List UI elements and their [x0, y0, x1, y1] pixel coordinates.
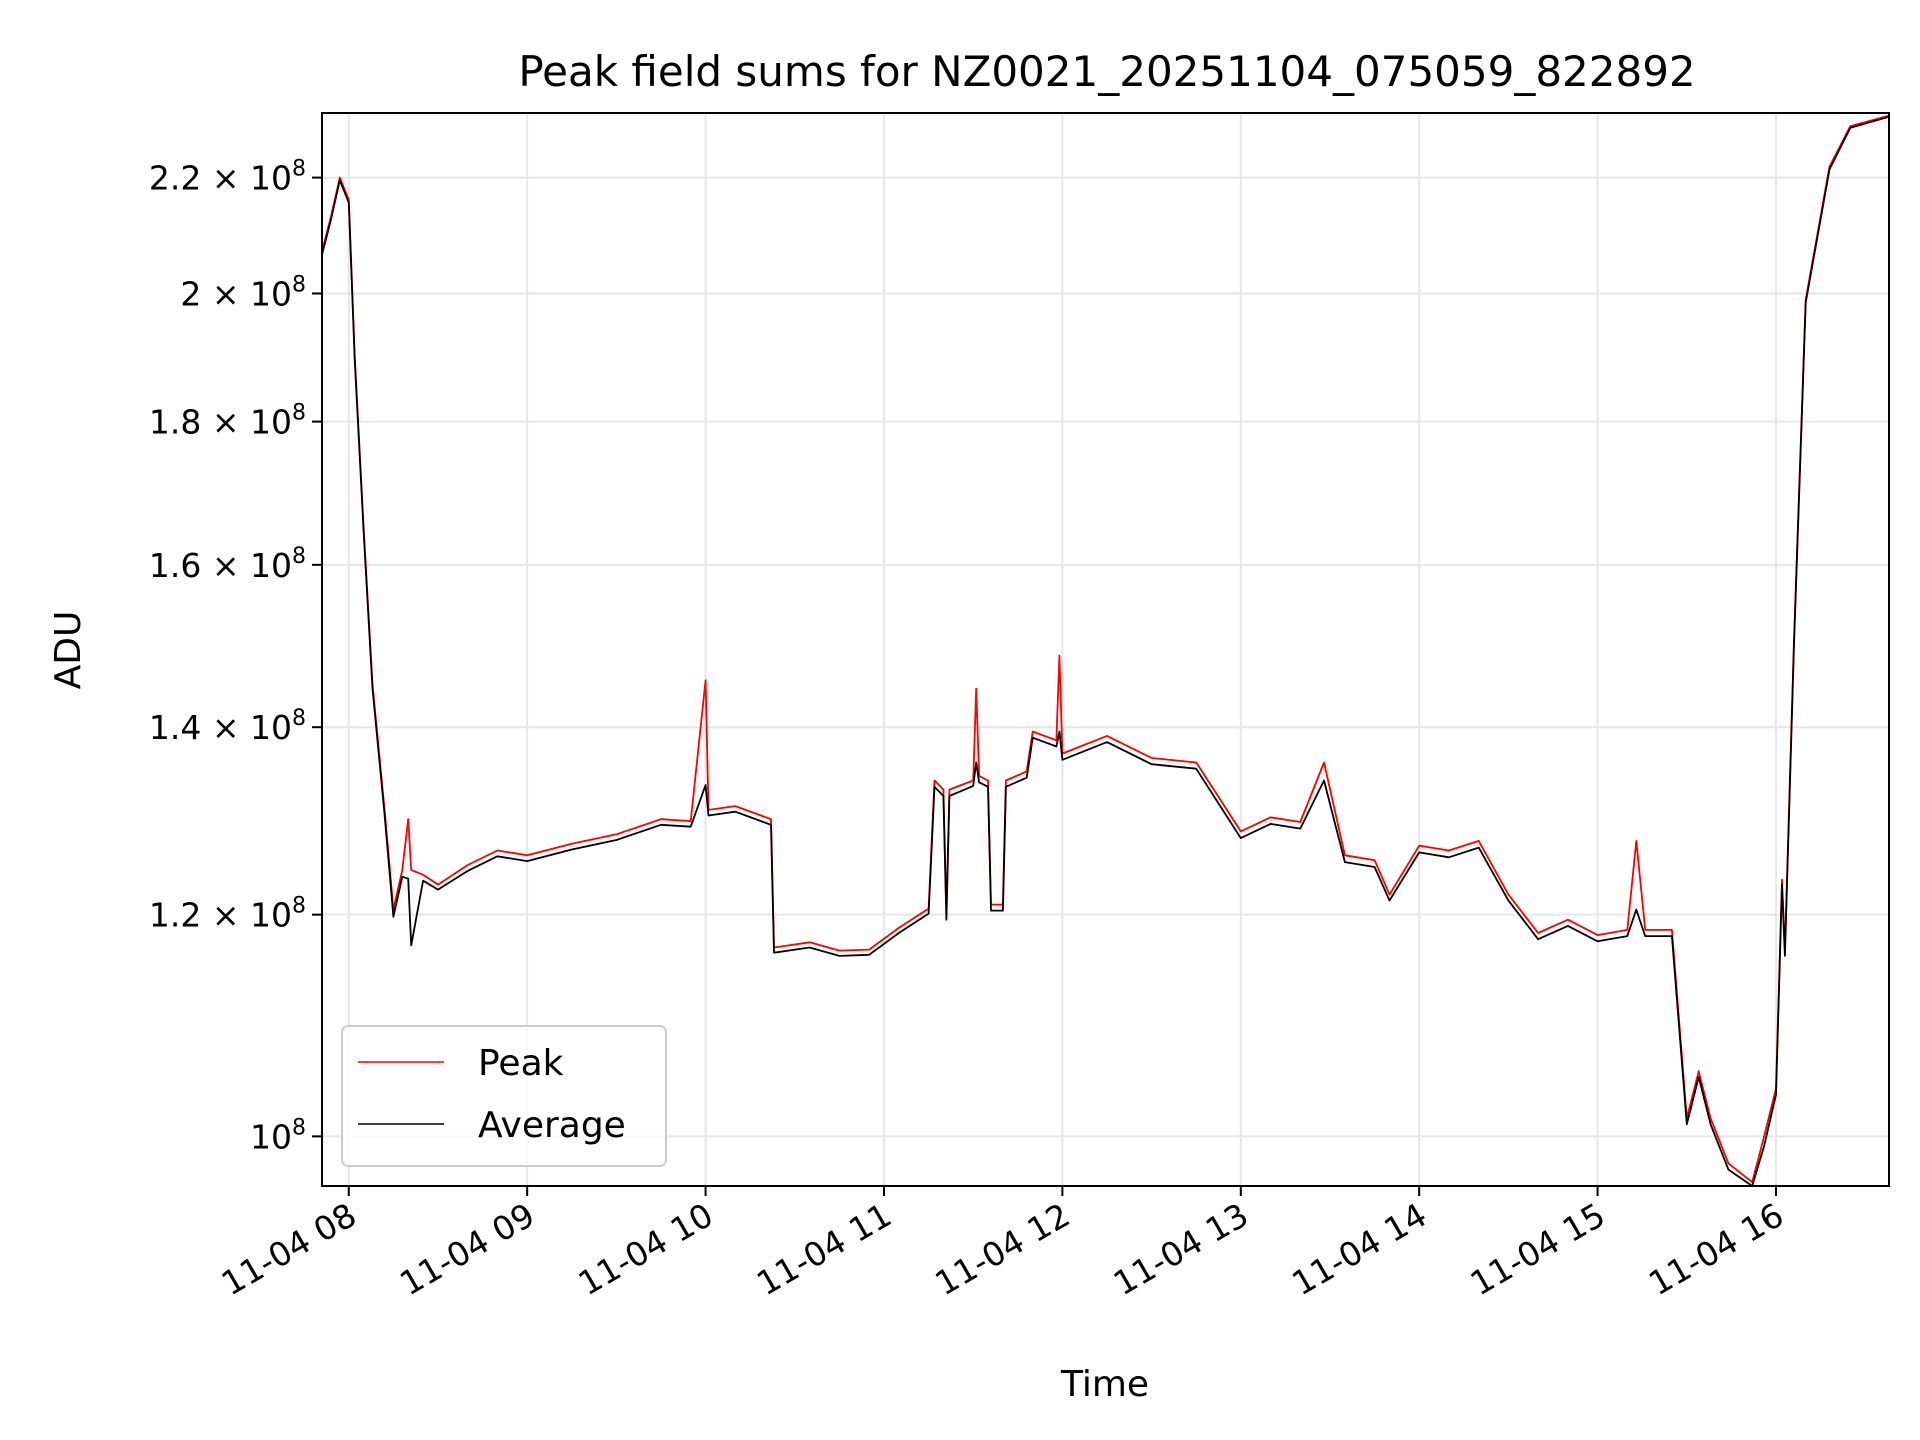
y-tick-label: 108	[250, 1115, 306, 1156]
legend: Peak Average	[341, 1025, 667, 1167]
grid-lines	[322, 113, 1889, 1186]
plot-frame	[321, 112, 1890, 1187]
series-layer	[321, 114, 1890, 1187]
y-axis-label: ADU	[48, 611, 89, 690]
legend-label-average: Average	[478, 1105, 626, 1146]
chart-title: Peak field sums for NZ0021_20251104_0750…	[518, 47, 1695, 96]
y-axis: 108 1.2 × 108 1.4 × 108 1.6 × 108 1.8 × 108 2…	[149, 157, 322, 1156]
y-tick-label: 1.6 × 108	[149, 544, 306, 585]
series-line-average	[321, 115, 1890, 1187]
legend-label-peak: Peak	[478, 1043, 564, 1084]
y-tick-label: 2 × 108	[180, 272, 306, 313]
y-tick-label: 1.8 × 108	[149, 401, 306, 442]
legend-box	[341, 1025, 667, 1167]
x-axis-label: Time	[1060, 1364, 1149, 1405]
y-tick-label: 1.4 × 108	[149, 706, 306, 747]
y-tick-label: 1.2 × 108	[149, 894, 306, 935]
y-tick-label: 2.2 × 108	[149, 157, 306, 198]
